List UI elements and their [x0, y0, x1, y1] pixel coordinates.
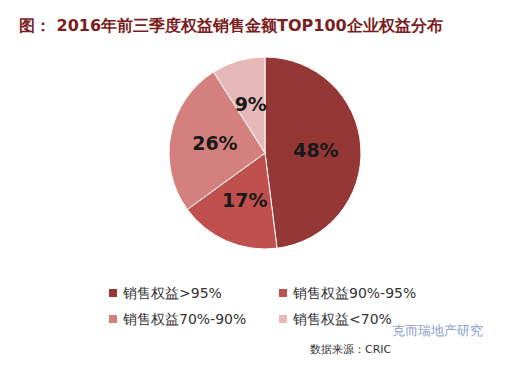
svg-text:图： 2016年前三季度权益销售金额TOP100企业权益分布: 图： 2016年前三季度权益销售金额TOP100企业权益分布 [19, 16, 443, 35]
svg-text:销售权益<70%: 销售权益<70% [292, 311, 392, 327]
svg-text:数据来源：CRIC: 数据来源：CRIC [310, 343, 392, 356]
svg-text:克而瑞地产研究: 克而瑞地产研究 [392, 323, 483, 338]
svg-text:销售权益90%-95%: 销售权益90%-95% [292, 285, 416, 301]
svg-text:26%: 26% [192, 132, 237, 154]
svg-text:销售权益>95%: 销售权益>95% [122, 285, 222, 301]
svg-text:销售权益70%-90%: 销售权益70%-90% [122, 311, 246, 327]
svg-text:17%: 17% [222, 189, 267, 211]
svg-text:9%: 9% [235, 93, 267, 115]
svg-text:48%: 48% [293, 139, 338, 161]
